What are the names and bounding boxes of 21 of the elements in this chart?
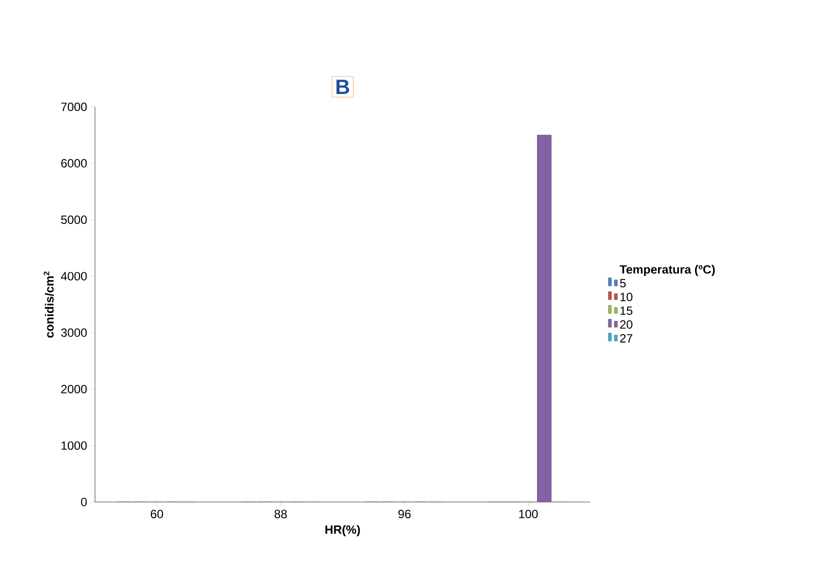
y-tick-label: 5000: [61, 216, 87, 224]
legend-label: 10: [620, 292, 632, 302]
y-tick-label: 3000: [61, 328, 87, 337]
y-axis-title: conidis/cm$^{2}$: [44, 272, 54, 338]
x-tick-label: 60: [150, 510, 164, 518]
legend-label: 5: [620, 279, 626, 288]
legend-label: 15: [620, 306, 632, 315]
y-tick-label: 6000: [61, 159, 87, 168]
legend-label: 20: [620, 320, 632, 329]
y-tick-label: 0: [81, 498, 87, 506]
x-tick-label: 96: [398, 510, 411, 518]
y-tick-label: 7000: [61, 102, 87, 112]
legend-title: Temperatura (ºC): [620, 264, 715, 276]
x-axis-title: HR(%): [325, 525, 360, 536]
y-tick-label: 4000: [60, 272, 87, 280]
x-tick-label: 100: [519, 510, 538, 518]
y-tick-label: 2000: [61, 384, 87, 394]
legend-label: 27: [620, 334, 632, 342]
y-tick-label: 1000: [62, 441, 87, 450]
x-tick-label: 88: [274, 510, 287, 518]
chart-title: B: [336, 80, 350, 94]
